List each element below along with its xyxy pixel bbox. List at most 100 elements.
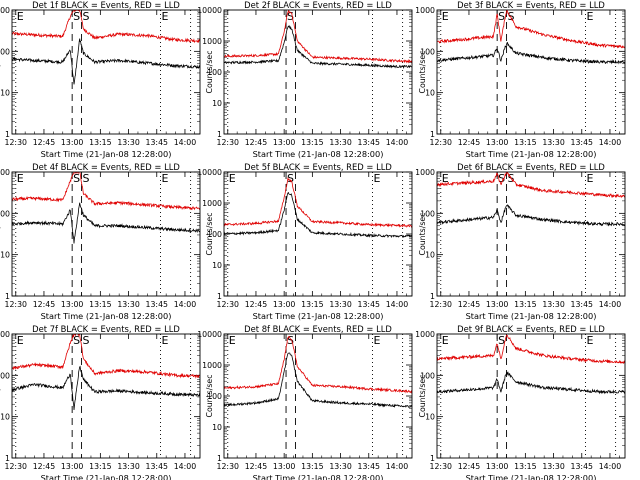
series-line xyxy=(437,10,625,49)
plot-frame xyxy=(436,171,626,297)
event-marker-label: S xyxy=(287,172,294,185)
x-tick-label: 13:30 xyxy=(542,462,565,471)
event-marker-label: E xyxy=(17,172,24,185)
x-tick-label: 14:00 xyxy=(174,462,197,471)
y-tick-label: 10 xyxy=(0,89,10,98)
y-axis-label: Counts/sec xyxy=(0,375,2,418)
x-tick-label: 13:45 xyxy=(358,462,381,471)
x-tick-label: 13:15 xyxy=(301,300,324,309)
x-tick-label: 13:15 xyxy=(301,138,324,147)
x-tick-label: 14:00 xyxy=(174,300,197,309)
x-tick-label: 13:30 xyxy=(542,300,565,309)
chart-title: Det 5f BLACK = Events, RED = LLD xyxy=(244,162,392,172)
x-tick-label: 13:15 xyxy=(514,138,537,147)
chart-title: Det 1f BLACK = Events, RED = LLD xyxy=(32,0,180,10)
y-tick-label: 100 xyxy=(207,230,222,239)
x-tick-label: 13:45 xyxy=(571,300,594,309)
x-axis-label: Start Time (21-Jan-08 12:28:00) xyxy=(41,473,172,480)
y-tick-label: 1 xyxy=(5,130,10,139)
event-marker-label: E xyxy=(162,334,169,347)
y-tick-label: 10 xyxy=(0,251,10,260)
x-tick-label: 13:00 xyxy=(273,462,296,471)
x-tick-label: 13:00 xyxy=(61,300,84,309)
x-tick-label: 12:30 xyxy=(217,462,240,471)
chart-panel: Det 5f BLACK = Events, RED = LLD Start Ti… xyxy=(197,162,413,321)
series-line xyxy=(437,41,625,65)
x-tick-label: 13:00 xyxy=(486,462,509,471)
y-tick-label: 10 xyxy=(212,261,222,270)
y-tick-label: 10 xyxy=(212,99,222,108)
x-tick-label: 12:30 xyxy=(430,300,453,309)
x-tick-label: 14:00 xyxy=(599,462,622,471)
series-line xyxy=(224,191,412,239)
chart-panel: Det 9f BLACK = Events, RED = LLD Start Ti… xyxy=(415,324,626,480)
plot-frame xyxy=(436,9,626,135)
event-marker-label: S xyxy=(83,10,90,23)
event-marker-label: E xyxy=(17,10,24,23)
chart-title: Det 6f BLACK = Events, RED = LLD xyxy=(457,162,605,172)
y-axis-label: Counts/sec xyxy=(205,213,214,256)
x-tick-label: 13:30 xyxy=(117,300,140,309)
x-tick-label: 14:00 xyxy=(599,300,622,309)
x-axis-label: Start Time (21-Jan-08 12:28:00) xyxy=(253,473,384,480)
x-tick-label: 14:00 xyxy=(174,138,197,147)
x-tick-label: 13:00 xyxy=(273,138,296,147)
x-tick-label: 14:00 xyxy=(599,138,622,147)
x-tick-label: 13:00 xyxy=(61,138,84,147)
x-tick-label: 12:45 xyxy=(458,138,481,147)
series-line xyxy=(224,176,412,228)
x-tick-label: 13:30 xyxy=(329,300,352,309)
y-tick-label: 10 xyxy=(212,423,222,432)
series-line xyxy=(437,172,625,199)
series-line xyxy=(12,172,200,211)
y-tick-label: 1 xyxy=(5,292,10,301)
x-tick-label: 13:15 xyxy=(89,462,112,471)
y-tick-label: 10000 xyxy=(197,330,222,339)
y-tick-label: 10 xyxy=(425,251,435,260)
y-tick-label: 1 xyxy=(430,292,435,301)
event-marker-label: E xyxy=(587,172,594,185)
chart-title: Det 8f BLACK = Events, RED = LLD xyxy=(244,324,392,334)
plot-frame xyxy=(223,171,413,297)
x-tick-label: 13:00 xyxy=(486,138,509,147)
x-tick-label: 12:45 xyxy=(33,462,56,471)
x-tick-label: 13:30 xyxy=(117,462,140,471)
y-tick-label: 10 xyxy=(0,413,10,422)
y-tick-label: 1000 xyxy=(202,361,222,370)
x-axis-label: Start Time (21-Jan-08 12:28:00) xyxy=(466,311,597,321)
chart-panel: Det 1f BLACK = Events, RED = LLD Start Ti… xyxy=(0,0,201,159)
y-tick-label: 100 xyxy=(0,209,10,218)
x-tick-label: 14:00 xyxy=(386,300,409,309)
y-axis-label: Counts/sec xyxy=(418,51,427,94)
series-line xyxy=(12,365,200,411)
y-tick-label: 100 xyxy=(0,47,10,56)
x-tick-label: 12:45 xyxy=(33,300,56,309)
plot-frame xyxy=(223,9,413,135)
x-tick-label: 12:30 xyxy=(5,138,28,147)
chart-panel: Det 3f BLACK = Events, RED = LLD Start Ti… xyxy=(415,0,626,159)
event-marker-label: E xyxy=(229,172,236,185)
x-axis-label: Start Time (21-Jan-08 12:28:00) xyxy=(466,149,597,159)
x-tick-label: 13:15 xyxy=(301,462,324,471)
event-marker-label: S xyxy=(83,172,90,185)
x-tick-label: 12:30 xyxy=(5,300,28,309)
event-marker-label: E xyxy=(17,334,24,347)
event-marker-label: S xyxy=(287,10,294,23)
event-marker-label: E xyxy=(442,10,449,23)
plot-frame xyxy=(11,333,201,459)
y-tick-label: 1000 xyxy=(0,6,10,15)
x-tick-label: 12:30 xyxy=(217,138,240,147)
series-line xyxy=(224,10,412,64)
y-tick-label: 1 xyxy=(217,454,222,463)
event-marker-label: S xyxy=(498,172,505,185)
x-tick-label: 14:00 xyxy=(386,138,409,147)
plot-frame xyxy=(223,333,413,459)
chart-panel: Det 4f BLACK = Events, RED = LLD Start Ti… xyxy=(0,162,201,321)
y-tick-label: 1000 xyxy=(0,330,10,339)
x-tick-label: 13:15 xyxy=(514,462,537,471)
y-axis-label: Counts/sec xyxy=(418,375,427,418)
event-marker-label: E xyxy=(162,10,169,23)
y-tick-label: 1000 xyxy=(415,330,435,339)
event-marker-label: E xyxy=(442,334,449,347)
